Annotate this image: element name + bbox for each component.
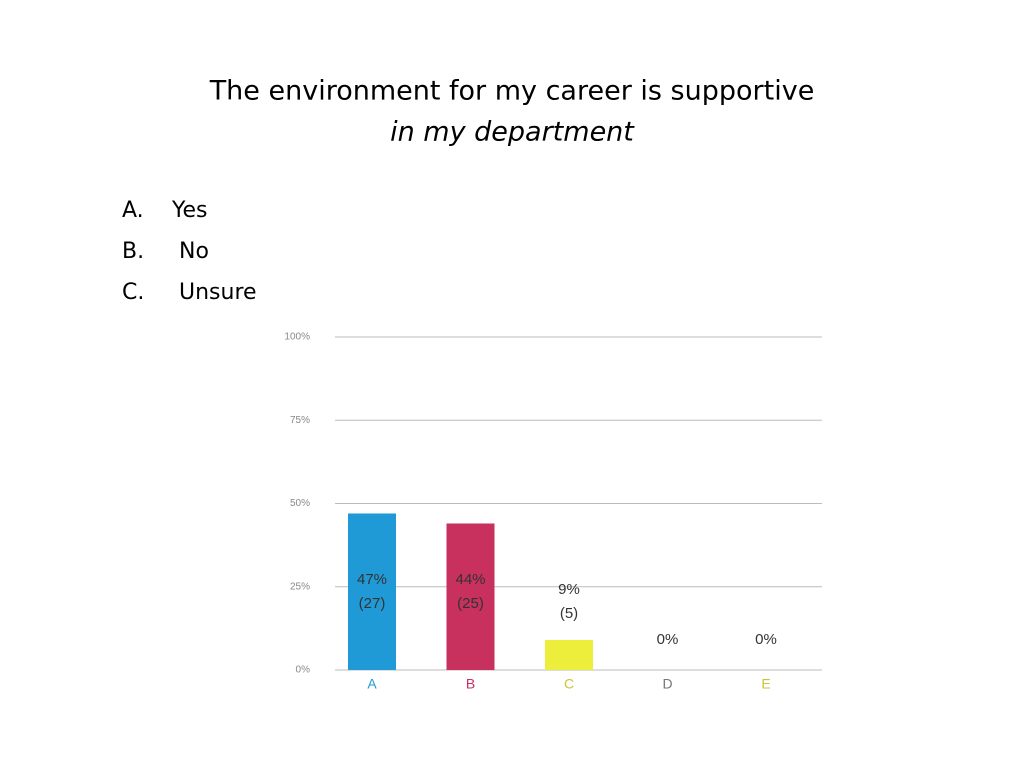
y-tick-label: 100%	[284, 332, 310, 343]
option-letter: C.	[122, 280, 144, 305]
value-label: 47%	[357, 571, 387, 588]
value-label: 44%	[455, 571, 485, 588]
x-tick-label: D	[662, 676, 672, 692]
subtitle: in my department	[390, 117, 635, 148]
value-label: 9%	[558, 581, 580, 598]
count-label: (5)	[560, 605, 578, 622]
count-label: (25)	[457, 595, 484, 612]
x-tick-label: B	[466, 676, 475, 692]
y-tick-label: 25%	[290, 581, 310, 592]
title: The environment for my career is support…	[209, 76, 815, 107]
bar	[348, 513, 396, 670]
option-letter: B.	[122, 239, 144, 264]
option-text: Unsure	[179, 280, 257, 305]
y-tick-label: 50%	[290, 498, 310, 509]
option-text: Yes	[171, 198, 208, 223]
bar	[446, 523, 495, 670]
value-label: 0%	[657, 631, 679, 648]
option-letter: A.	[122, 198, 144, 223]
value-label: 0%	[755, 631, 777, 648]
count-label: (27)	[359, 595, 386, 612]
x-tick-label: E	[761, 676, 770, 692]
option-text: No	[179, 239, 209, 264]
y-tick-label: 75%	[290, 415, 310, 426]
y-tick-label: 0%	[296, 665, 311, 676]
x-tick-label: A	[367, 676, 377, 692]
x-tick-label: C	[564, 676, 574, 692]
bar	[545, 640, 593, 670]
